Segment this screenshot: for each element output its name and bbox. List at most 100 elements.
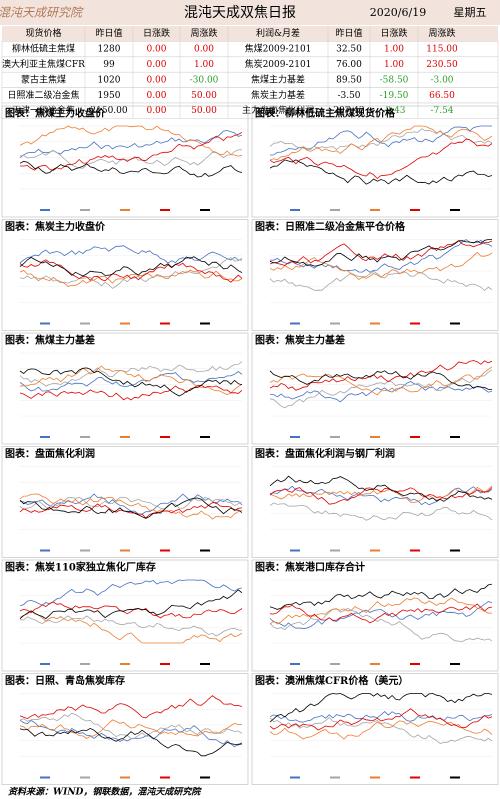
panel-line: [269, 475, 493, 502]
panel-frame: [1, 673, 249, 785]
panel-line: [19, 695, 243, 720]
panel-line: [19, 370, 243, 392]
legend-swatch: [290, 549, 300, 552]
table-cell: 50.00: [191, 91, 217, 101]
table-cell: 0.00: [146, 75, 166, 85]
legend-swatch: [450, 436, 460, 438]
panel-title: 图表：柳林低硫主焦煤现货价格: [255, 107, 396, 120]
panel-line: [19, 601, 243, 619]
panel-line: [270, 381, 493, 403]
table-cell: 230.50: [426, 60, 458, 70]
panel-line: [269, 270, 493, 291]
legend-swatch: [120, 663, 130, 665]
legend-swatch: [40, 209, 50, 211]
legend-swatch: [160, 776, 170, 779]
table-cell: 0.00: [146, 106, 166, 116]
table-cell: -7.54: [430, 106, 453, 116]
table-cell: 1.00: [384, 45, 404, 55]
panel-line: [269, 159, 493, 185]
panel-line: [19, 719, 243, 739]
table-cell: 焦炭主力基差: [251, 89, 305, 101]
table-cell: 焦炭2009-2101: [245, 58, 312, 70]
column-header: 日涨跌: [143, 28, 170, 39]
legend-swatch: [330, 209, 340, 211]
panel-line: [19, 367, 243, 397]
panel-line: [269, 240, 493, 266]
panel-line: [19, 125, 243, 157]
table-cell: 99: [103, 60, 115, 70]
legend-swatch: [80, 663, 90, 665]
legend-swatch: [200, 436, 210, 438]
legend-swatch: [330, 549, 340, 552]
panel-line: [269, 720, 493, 740]
table-cell: -58.50: [380, 75, 409, 85]
panel-line: [19, 269, 243, 287]
legend-swatch: [200, 549, 210, 552]
panel-line: [269, 502, 493, 521]
table-cell: 蒙古主焦煤: [21, 73, 66, 85]
panel-line: [269, 717, 493, 745]
panel-line: [269, 239, 493, 273]
legend-swatch: [330, 322, 340, 325]
column-header: 周涨跌: [190, 28, 217, 39]
legend-swatch: [160, 209, 170, 211]
report-title: 混沌天成双焦日报: [184, 5, 296, 21]
panel-line: [269, 239, 492, 267]
report-weekday: 星期五: [454, 6, 487, 19]
table-cell: 207.42: [333, 106, 365, 116]
legend-swatch: [450, 663, 460, 665]
panel-line: [269, 607, 493, 643]
panel-line: [19, 502, 243, 519]
table-cell: 89.50: [336, 75, 362, 85]
footer-source: 资料来源：WIND，钢联数据，混沌天成研究院: [8, 787, 202, 798]
panel-line: [269, 360, 493, 391]
legend-swatch: [330, 663, 340, 665]
panel-title: 图表：焦炭港口库存合计: [255, 561, 365, 574]
legend-swatch: [330, 776, 340, 779]
panel-line: [19, 589, 243, 620]
table-cell: -3.00: [430, 75, 453, 85]
panel-line: [269, 369, 493, 409]
table-cell: 2150.00: [90, 106, 127, 116]
legend-swatch: [290, 436, 300, 438]
panel-frame: [1, 446, 249, 558]
legend-swatch: [450, 549, 460, 552]
legend-swatch: [80, 322, 90, 325]
panel-title: 图表：盘面焦化利润: [5, 447, 95, 460]
panel-line: [269, 693, 493, 723]
legend-swatch: [410, 549, 420, 552]
table-cell: 0.00: [146, 60, 166, 70]
column-header: 周涨跌: [428, 28, 455, 39]
legend-swatch: [120, 436, 130, 438]
legend-swatch: [200, 322, 210, 325]
legend-swatch: [290, 776, 300, 779]
panel-title: 图表：焦炭主力收盘价: [5, 220, 106, 233]
table-cell: 1950: [98, 91, 121, 101]
column-header: 现货价格: [25, 27, 61, 39]
panel-title: 图表：焦煤主力收盘价: [5, 107, 106, 120]
table-cell: -3.43: [382, 106, 405, 116]
legend-swatch: [370, 209, 380, 211]
table-cell: 主力盘面焦化利润: [242, 104, 314, 116]
table-cell: 76.00: [336, 60, 362, 70]
legend-swatch: [120, 776, 130, 779]
table-cell: 天津一级冶金焦: [12, 104, 75, 116]
table-cell: 0.00: [146, 91, 166, 101]
panel-line: [19, 712, 243, 740]
logo: 混沌天成研究院: [0, 6, 84, 20]
panel-line: [269, 597, 493, 625]
table-header-bg: [2, 26, 498, 42]
panel-line: [19, 130, 243, 159]
panel-title: 图表：日照准二级冶金焦平仓价格: [255, 220, 406, 233]
legend-swatch: [370, 322, 380, 325]
panel-line: [269, 138, 493, 180]
legend-swatch: [410, 322, 420, 325]
panel-title: 图表：焦炭主力基差: [255, 334, 345, 347]
legend-swatch: [120, 549, 130, 552]
table-cell: 1020: [98, 75, 121, 85]
panel-title: 图表：盘面焦化利润与钢厂利润: [255, 447, 395, 460]
table-cell: 柳林低硫主焦煤: [12, 43, 75, 55]
legend-swatch: [40, 549, 50, 552]
table-cell: -19.50: [380, 91, 409, 101]
